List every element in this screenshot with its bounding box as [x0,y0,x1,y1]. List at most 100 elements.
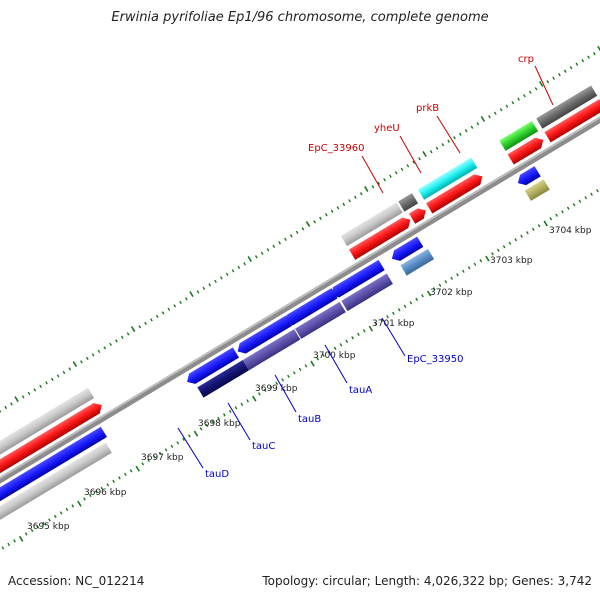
minor-tick [380,318,384,322]
gene-feature-prkb[interactable] [417,157,478,200]
gene-label-taud[interactable]: tauD [205,469,229,480]
minor-tick [572,203,576,207]
minor-tick [50,377,54,382]
major-tick [597,45,600,52]
gene-label-epc-33960[interactable]: EpC_33960 [308,143,364,154]
minor-tick [330,209,334,213]
minor-tick [115,339,118,343]
minor-tick [202,286,206,290]
minor-tick [138,325,142,329]
minor-tick [528,90,532,94]
minor-tick [205,423,209,428]
minor-tick [569,66,573,70]
minor-tick [441,143,445,147]
cds-feature[interactable] [0,400,105,512]
gene-feature-yheu[interactable] [398,193,419,212]
minor-tick [467,266,471,270]
minor-tick [0,409,2,413]
gene-feature[interactable] [536,85,598,129]
major-tick [135,465,140,472]
minor-tick [336,206,340,210]
gene-label-taua[interactable]: tauA [349,385,372,396]
gene-label-epc-33950[interactable]: EpC_33950 [407,354,463,365]
minor-tick [319,216,322,220]
cds-feature-taub[interactable] [282,288,338,328]
map-title: Erwinia pyrifoliae Ep1/96 chromosome, co… [111,10,489,25]
minor-tick [240,402,244,407]
gene-feature[interactable] [0,387,95,498]
minor-tick [357,332,360,336]
gene-label-crp[interactable]: crp [518,54,534,65]
minor-tick [295,230,299,234]
gene-feature-tauc[interactable] [242,329,301,371]
label-leader [381,317,406,357]
gene-feature-taub[interactable] [295,301,346,339]
gene-label-prkb[interactable]: prkB [416,103,439,114]
minor-tick [517,97,520,101]
minor-tick [316,357,319,361]
gene-feature-epc-33950[interactable] [400,248,435,276]
major-tick [14,396,19,403]
minor-tick [400,167,404,171]
minor-tick [39,384,43,389]
minor-tick [546,80,550,84]
minor-tick [313,220,316,224]
scale-label: 3698 kbp [198,419,241,429]
minor-tick [456,273,459,277]
minor-tick [269,385,273,389]
gene-feature[interactable] [0,442,112,546]
cds-feature-crp[interactable] [507,135,547,165]
minor-tick [97,349,101,354]
cds-feature-epc-33960[interactable] [349,215,413,260]
gene-feature-epc-33960[interactable] [340,202,403,247]
minor-tick [179,300,182,305]
minor-tick [351,336,354,340]
cds-feature-prkb[interactable] [426,171,485,214]
minor-tick [531,227,535,231]
cds-feature[interactable] [544,99,600,143]
gene-label-yheu[interactable]: yheU [374,123,400,134]
minor-tick [106,483,110,487]
cds-feature-tauc[interactable] [235,315,293,356]
cds-feature[interactable] [0,426,107,532]
major-tick [538,80,544,87]
gene-feature[interactable] [524,179,550,201]
major-tick [543,220,548,227]
cds-feature[interactable] [515,166,541,188]
gene-feature-taud[interactable] [197,360,249,398]
minor-tick [129,469,133,473]
cds-feature-taud[interactable] [184,347,239,387]
minor-tick [7,542,11,547]
minor-tick [502,245,506,249]
gene-feature-crp[interactable] [499,120,539,151]
major-tick [310,360,315,367]
minor-tick [537,224,541,228]
gene-label-taub[interactable]: tauB [298,414,321,425]
minor-tick [153,455,156,459]
minor-tick [511,101,515,105]
minor-tick [167,307,171,312]
minor-tick [150,318,153,322]
minor-tick [359,192,363,196]
minor-tick [275,381,279,385]
minor-tick [289,234,293,238]
minor-tick [520,234,523,238]
minor-tick [491,252,494,256]
gene-label-tauc[interactable]: tauC [252,441,275,452]
cds-feature-epc-33950[interactable] [389,236,424,264]
gene-feature-taua[interactable] [341,273,393,312]
cds-feature-yheu[interactable] [409,205,429,224]
minor-tick [324,213,328,217]
minor-tick [141,462,145,466]
minor-tick [257,392,261,396]
scale-label: 3699 kbp [255,384,298,394]
minor-tick [155,314,159,319]
minor-tick [389,174,392,178]
label-leader [227,402,251,441]
minor-tick [109,342,112,347]
major-tick [189,291,194,298]
cds-feature-taua[interactable] [328,259,385,301]
minor-tick [170,444,174,449]
minor-tick [429,150,433,154]
